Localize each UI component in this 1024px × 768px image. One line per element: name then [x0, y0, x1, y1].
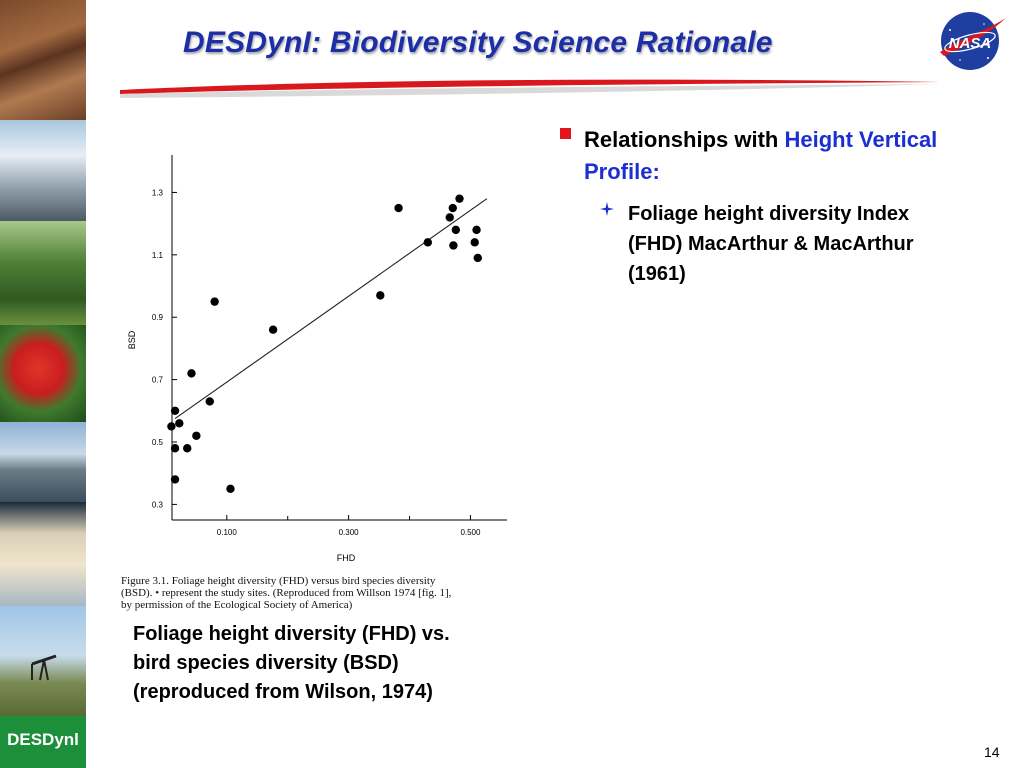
main-bullet-highlight: Profile:	[584, 159, 660, 184]
sub-bullet: Foliage height diversity Index (FHD) Mac…	[600, 199, 980, 289]
nasa-logo-text: NASA	[949, 35, 992, 52]
mountain-photo	[0, 422, 86, 502]
figure-caption-line: by permission of the Ecological Society …	[121, 599, 353, 611]
data-point	[449, 241, 458, 250]
nasa-logo: NASA	[940, 12, 1006, 70]
data-point	[473, 253, 482, 263]
figure-caption-line: (BSD). • represent the study sites. (Rep…	[121, 587, 452, 599]
image-strip: DESDynl	[0, 0, 86, 768]
title-swoosh	[120, 79, 940, 98]
brand-label: DESDynl	[7, 730, 79, 749]
data-point	[394, 203, 403, 213]
y-tick-label: 0.9	[152, 313, 164, 322]
x-tick-label: 0.300	[339, 528, 360, 537]
forest-photo	[0, 221, 86, 325]
figure-caption-line: Figure 3.1. Foliage height diversity (FH…	[121, 575, 436, 587]
y-tick-label: 0.5	[152, 438, 164, 447]
y-tick-label: 1.1	[152, 251, 164, 260]
square-bullet-icon	[560, 128, 571, 139]
data-point	[451, 225, 461, 235]
y-tick-label: 0.7	[152, 376, 164, 385]
data-point	[192, 431, 201, 440]
x-tick-label: 0.100	[217, 528, 238, 537]
polar-bear-photo	[0, 502, 86, 606]
data-point	[448, 203, 457, 213]
page-number: 14	[984, 744, 1000, 760]
data-point	[183, 444, 192, 453]
data-point	[170, 406, 180, 416]
data-point	[423, 238, 433, 247]
chart-axes: 0.3 0.5 0.7 0.9 1.1 1.3 0.100 0.300 0.500	[152, 155, 507, 537]
y-tick-label: 0.3	[152, 500, 164, 509]
y-tick-label: 1.3	[152, 188, 164, 197]
data-point	[226, 484, 235, 494]
data-point	[210, 297, 219, 306]
star-bullet-icon	[600, 202, 614, 216]
data-point	[445, 213, 454, 222]
data-point	[472, 225, 481, 235]
glacier-photo	[0, 120, 86, 221]
subcaption-line: Foliage height diversity (FHD) vs.	[133, 623, 450, 645]
x-tick-label: 0.500	[460, 528, 481, 537]
data-point	[470, 238, 479, 247]
main-bullet-lead: Relationships with	[584, 127, 785, 152]
sub-bullet-text: Foliage height diversity Index (FHD) Mac…	[628, 199, 980, 289]
x-axis-label: FHD	[337, 553, 356, 563]
brand-tag: DESDynl	[0, 716, 86, 768]
main-bullet: Relationships with Height Vertical Profi…	[560, 124, 1000, 188]
y-axis-label: BSD	[127, 330, 137, 349]
rock-canyon-photo	[0, 0, 86, 120]
slide-title: DESDynI: Biodiversity Science Rationale	[183, 26, 773, 59]
data-point	[167, 422, 176, 431]
data-point	[376, 291, 385, 300]
sub-bullet-line: Foliage height diversity Index	[628, 203, 910, 225]
data-point	[170, 444, 180, 453]
sub-bullet-line: (FHD) MacArthur & MacArthur	[628, 233, 914, 255]
data-point	[175, 419, 184, 428]
trend-line	[174, 198, 488, 420]
subcaption-line: bird species diversity (BSD)	[133, 652, 399, 674]
figure-subcaption: Foliage height diversity (FHD) vs. bird …	[133, 620, 513, 707]
data-point	[170, 475, 180, 484]
data-point	[205, 397, 214, 406]
data-point	[455, 194, 464, 203]
subcaption-line: (reproduced from Wilson, 1974)	[133, 681, 433, 703]
trend-line-group	[174, 198, 488, 420]
cardinal-bird-photo	[0, 325, 86, 422]
scatter-points	[167, 194, 482, 494]
oil-pump-icon	[31, 654, 57, 681]
data-point	[268, 325, 278, 334]
main-bullet-highlight: Height Vertical	[784, 127, 938, 152]
scatter-chart: 0.3 0.5 0.7 0.9 1.1 1.3 0.100 0.300 0.500 FHD BS…	[127, 155, 507, 563]
sub-bullet-line: (1961)	[628, 263, 686, 285]
figure-caption: Figure 3.1. Foliage height diversity (FH…	[121, 575, 521, 611]
main-bullet-text: Relationships with Height Vertical Profi…	[584, 124, 1000, 188]
data-point	[187, 369, 196, 378]
